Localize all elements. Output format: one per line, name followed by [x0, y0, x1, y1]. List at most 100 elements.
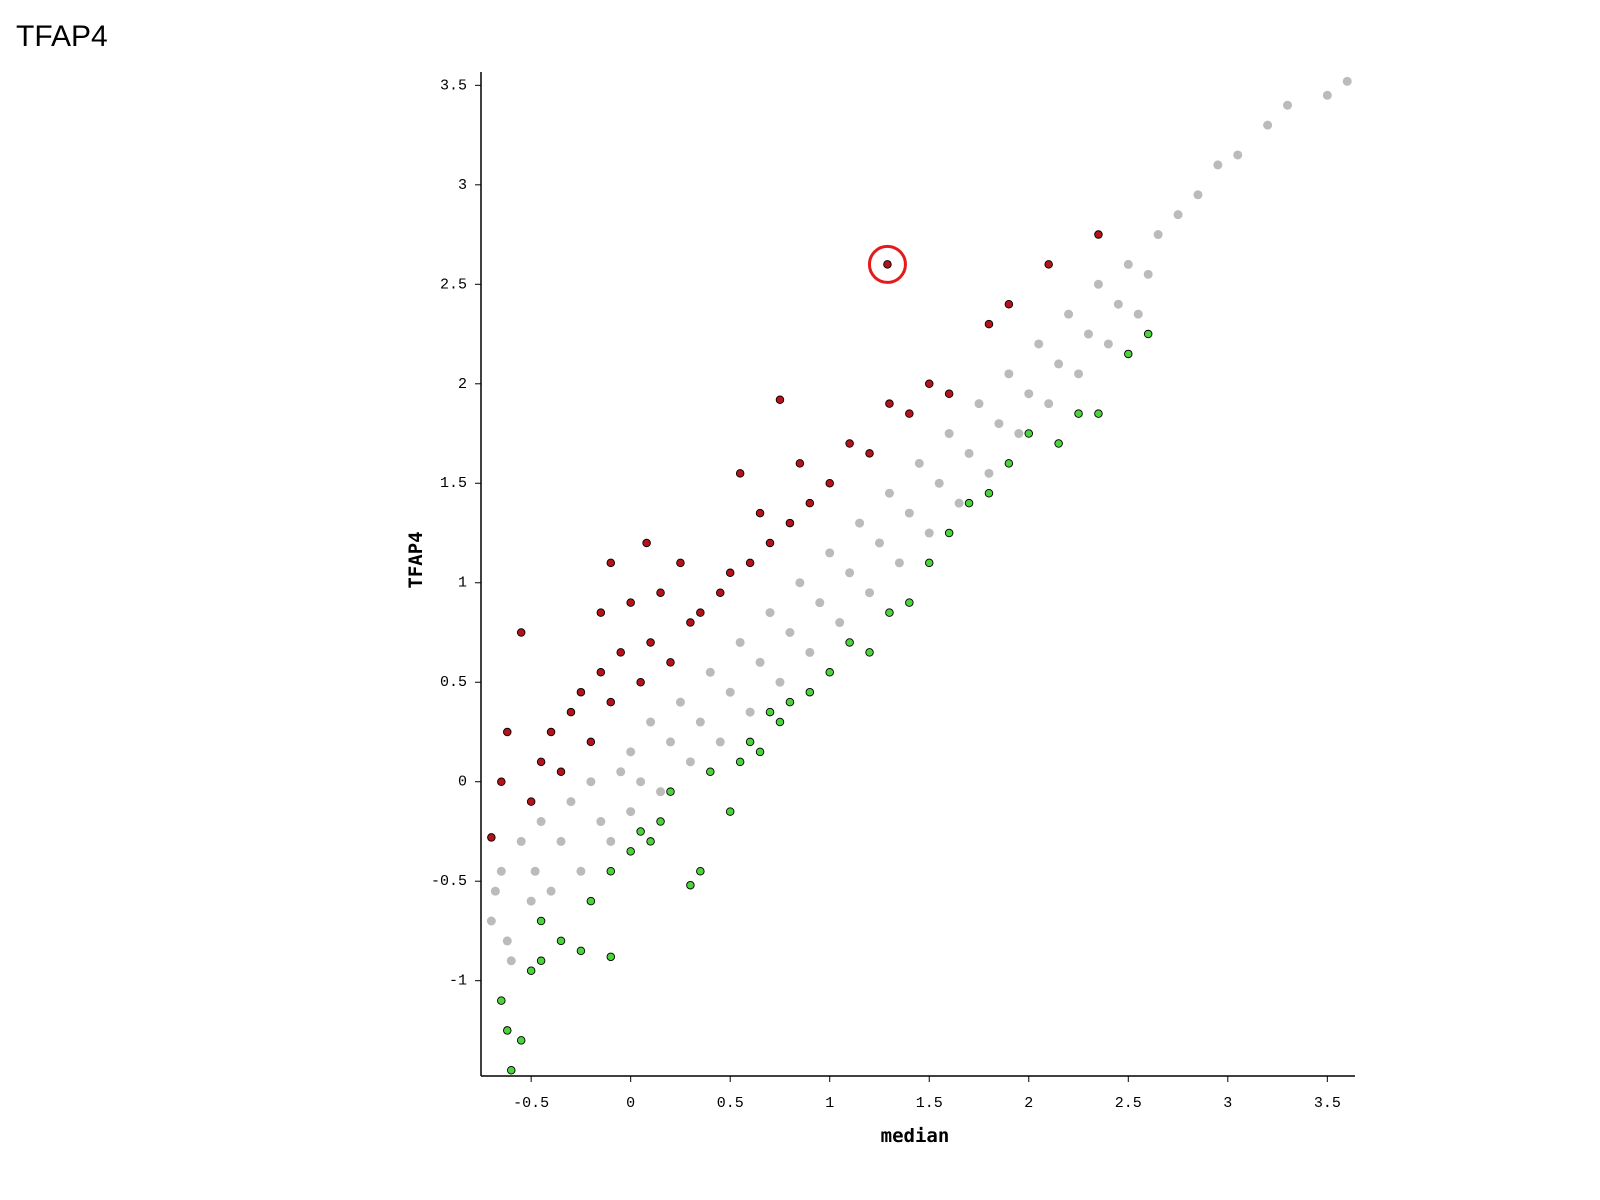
point: [626, 598, 635, 607]
point: [1034, 339, 1044, 349]
x-tick-label: 2.5: [1115, 1095, 1142, 1112]
point: [954, 498, 964, 508]
point: [745, 707, 755, 717]
x-tick-label: -0.5: [513, 1095, 549, 1112]
point: [696, 867, 705, 876]
point: [735, 637, 745, 647]
point: [626, 807, 636, 817]
point: [904, 508, 914, 518]
point: [884, 488, 894, 498]
point: [825, 668, 834, 677]
point: [586, 737, 596, 747]
point: [795, 578, 805, 588]
point: [765, 707, 775, 717]
point: [905, 409, 914, 418]
point: [526, 966, 536, 975]
point: [755, 747, 765, 757]
point: [934, 478, 944, 488]
y-tick-label: 2: [458, 376, 467, 393]
point: [1283, 100, 1293, 110]
point: [914, 458, 924, 468]
point: [725, 687, 735, 697]
point: [805, 647, 815, 657]
point: [556, 836, 566, 846]
point: [865, 588, 875, 598]
point: [706, 767, 715, 777]
point: [755, 657, 765, 667]
point: [556, 767, 566, 777]
point: [845, 439, 854, 448]
point: [503, 727, 512, 737]
point: [1342, 76, 1352, 86]
point: [1133, 309, 1143, 319]
point: [496, 866, 506, 876]
point: [646, 717, 656, 727]
x-tick-label: 3.5: [1314, 1095, 1341, 1112]
point: [1083, 329, 1093, 339]
plot: -1 -0.5 0 0.5 1 1.5 2 2.5 3 3.5 -0.5 0 0.5 1 1.5 2 2.5 3 3…: [431, 72, 1355, 1112]
point: [696, 608, 705, 617]
point: [566, 707, 576, 717]
point: [556, 936, 566, 946]
point: [656, 787, 666, 797]
point: [596, 817, 606, 827]
point: [1054, 359, 1064, 369]
point: [546, 886, 556, 896]
x-tick-label: 1.5: [916, 1095, 943, 1112]
point: [845, 568, 855, 578]
point: [1004, 369, 1014, 379]
point: [646, 837, 655, 846]
point: [715, 737, 725, 747]
point: [1064, 309, 1074, 319]
point: [507, 1065, 516, 1075]
point: [686, 618, 695, 627]
point: [497, 777, 506, 786]
point: [586, 777, 596, 787]
point: [616, 648, 625, 657]
point: [1322, 90, 1332, 100]
point: [502, 936, 512, 946]
point: [1193, 190, 1203, 200]
point: [716, 588, 725, 597]
point: [503, 1026, 512, 1035]
point: [944, 429, 954, 439]
point: [636, 827, 645, 836]
point: [745, 737, 755, 747]
point: [1233, 150, 1243, 160]
point: [725, 807, 735, 816]
point: [974, 399, 984, 409]
x-axis-title: median: [881, 1125, 950, 1147]
point: [656, 817, 665, 826]
point: [1263, 120, 1273, 130]
point: [825, 479, 834, 488]
point: [1094, 230, 1103, 239]
point: [1143, 329, 1153, 339]
point: [1044, 260, 1053, 269]
point: [984, 488, 994, 498]
point: [666, 787, 675, 796]
point: [785, 697, 795, 707]
point: [944, 389, 954, 398]
y-tick-label: 1.5: [440, 475, 467, 492]
point: [1004, 459, 1014, 468]
point: [1074, 369, 1084, 379]
point: [596, 608, 606, 617]
point: [526, 797, 536, 806]
point: [487, 833, 496, 842]
point: [1113, 299, 1123, 309]
point: [984, 468, 994, 478]
point: [506, 956, 516, 966]
point: [1173, 210, 1183, 220]
point: [536, 956, 546, 966]
point: [855, 518, 865, 528]
point: [695, 717, 705, 727]
point: [1094, 409, 1103, 418]
point: [665, 737, 675, 747]
x-tick-label: 1: [825, 1095, 834, 1112]
point: [626, 747, 636, 757]
point: [725, 568, 735, 578]
y-tick-label: 0: [458, 774, 467, 791]
point: [795, 459, 805, 468]
point: [685, 757, 695, 767]
